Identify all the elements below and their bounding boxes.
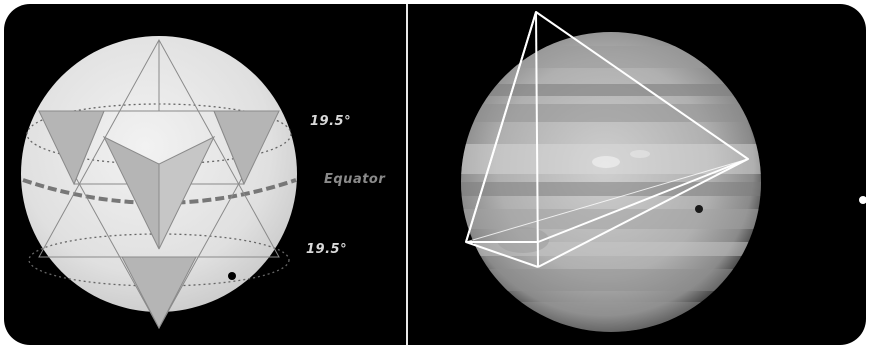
- jupiter-tetrahedron-image: [461, 11, 866, 332]
- tetrahedron-overlay: [465, 11, 749, 268]
- marker-dot: [228, 272, 236, 280]
- lower-angle-label: 19.5°: [306, 242, 348, 257]
- upper-angle-label: 19.5°: [310, 114, 352, 129]
- shaded-facets: [38, 110, 280, 330]
- moon-shadow: [695, 205, 703, 213]
- star-tetrahedron-diagram: [21, 36, 297, 330]
- jupiter-bands: [461, 46, 761, 332]
- panel-divider: [406, 4, 408, 345]
- equator-label: Equator: [324, 172, 386, 187]
- image-frame: 19.5° Equator 19.5°: [4, 4, 866, 345]
- moon: [859, 196, 866, 204]
